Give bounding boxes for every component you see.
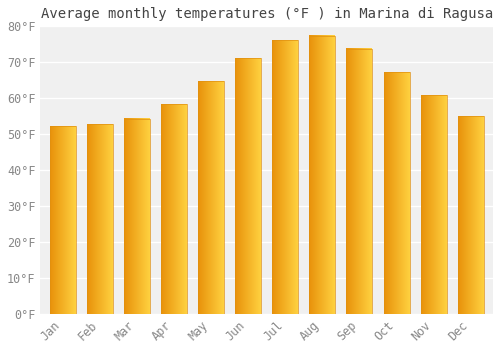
Title: Average monthly temperatures (°F ) in Marina di Ragusa: Average monthly temperatures (°F ) in Ma… (40, 7, 493, 21)
